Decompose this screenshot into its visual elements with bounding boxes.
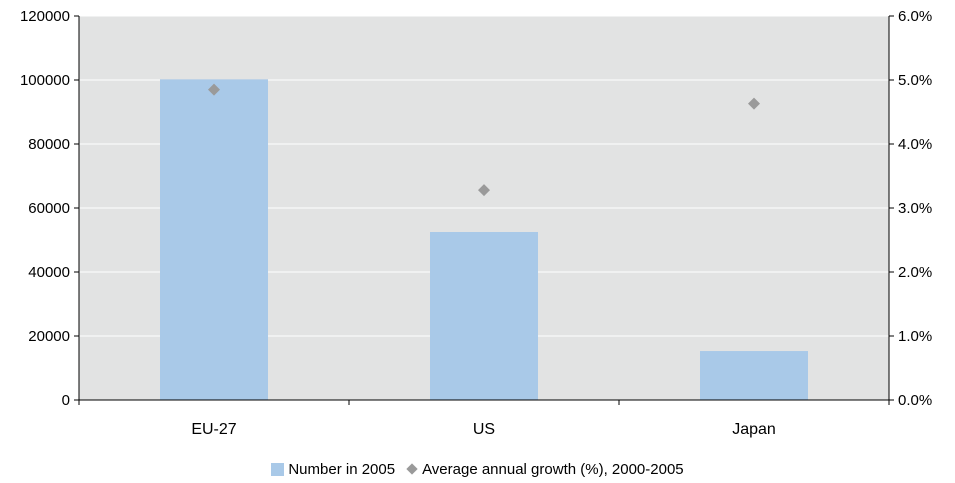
bar-japan (700, 351, 808, 400)
left-tick-label-4: 80000 (28, 136, 70, 153)
left-tick-label-1: 20000 (28, 328, 70, 345)
left-tick-label-5: 100000 (20, 72, 70, 89)
x-tick-label-us: US (473, 421, 495, 438)
legend: Number in 2005 Average annual growth (%)… (0, 458, 955, 480)
right-tick-label-2: 2.0% (898, 264, 932, 281)
growth-marker-japan (748, 97, 760, 110)
legend-diamond-icon (406, 463, 418, 475)
legend-item-markers: Average annual growth (%), 2000-2005 (405, 461, 684, 478)
legend-marker-label: Average annual growth (%), 2000-2005 (422, 460, 684, 478)
bar-eu-27 (160, 79, 268, 401)
left-tick-label-2: 40000 (28, 264, 70, 281)
right-tick-label-1: 1.0% (898, 328, 932, 345)
x-tick-label-eu-27: EU-27 (191, 421, 236, 438)
legend-bar-label: Number in 2005 (288, 460, 396, 478)
right-tick-label-5: 5.0% (898, 72, 932, 89)
left-tick-label-3: 60000 (28, 200, 70, 217)
right-tick-label-3: 3.0% (898, 200, 932, 217)
right-tick-label-0: 0.0% (898, 392, 932, 409)
legend-item-bars: Number in 2005 (271, 461, 395, 478)
legend-bar-swatch-icon (271, 462, 285, 476)
right-tick-label-4: 4.0% (898, 136, 932, 153)
left-tick-label-0: 0 (62, 392, 70, 409)
growth-marker-eu-27 (208, 83, 220, 96)
left-tick-label-6: 120000 (20, 8, 70, 25)
bar-us (430, 232, 538, 400)
x-tick-label-japan: Japan (732, 421, 776, 438)
growth-marker-us (478, 184, 490, 197)
right-tick-label-6: 6.0% (898, 8, 932, 25)
